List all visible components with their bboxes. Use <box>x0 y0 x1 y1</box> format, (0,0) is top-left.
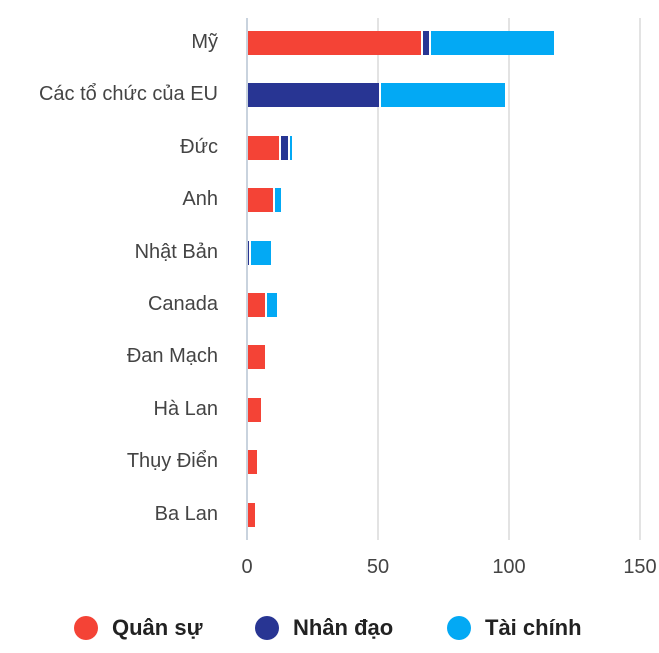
bar-segment[interactable] <box>431 31 554 55</box>
legend-item-nhan-dao[interactable]: Nhân đạo <box>255 615 393 641</box>
bar-segment[interactable] <box>248 83 380 108</box>
gridline <box>639 18 641 540</box>
bar-segment[interactable] <box>248 31 422 55</box>
bar-segment[interactable] <box>289 135 292 160</box>
gridline <box>246 18 248 540</box>
bar-segment[interactable] <box>267 293 278 317</box>
category-label: Đức <box>180 135 218 158</box>
bar-segment[interactable] <box>381 83 506 108</box>
bar-segment[interactable] <box>248 240 249 265</box>
x-tick-label: 50 <box>366 556 390 578</box>
category-label: Nhật Bản <box>134 240 218 263</box>
legend-label: Tài chính <box>485 615 582 640</box>
x-tick-label: 150 <box>623 556 657 578</box>
x-tick-label: 100 <box>492 556 526 578</box>
cyan-dot-icon <box>447 616 471 640</box>
bar-segment[interactable] <box>248 397 262 422</box>
legend-label: Quân sự <box>112 615 203 640</box>
category-label: Hà Lan <box>153 397 219 420</box>
navy-dot-icon <box>255 616 279 640</box>
bar-segment[interactable] <box>248 450 257 475</box>
bar-segment[interactable] <box>281 135 288 160</box>
gridline <box>508 18 510 540</box>
bar-segment[interactable] <box>250 240 272 265</box>
category-label: Các tổ chức của EU <box>38 83 218 106</box>
category-label: Anh <box>182 188 218 211</box>
gridline <box>377 18 379 540</box>
bar-segment[interactable] <box>248 502 255 527</box>
category-label: Đan Mạch <box>126 345 218 368</box>
category-label: Ba Lan <box>154 502 218 525</box>
category-label: Mỹ <box>191 31 218 53</box>
category-label: Canada <box>147 293 218 315</box>
bar-segment[interactable] <box>248 345 265 370</box>
category-label: Thụy Điển <box>126 450 218 473</box>
bar-segment[interactable] <box>248 188 273 213</box>
red-dot-icon <box>74 616 98 640</box>
bar-segment[interactable] <box>274 188 282 213</box>
bar-segment[interactable] <box>423 31 430 55</box>
bar-segment[interactable] <box>248 135 279 160</box>
legend-item-tai-chinh[interactable]: Tài chính <box>447 615 582 641</box>
legend-label: Nhân đạo <box>293 615 394 640</box>
x-tick-label: 0 <box>241 556 253 578</box>
legend-item-quan-su[interactable]: Quân sự <box>74 615 203 641</box>
bar-segment[interactable] <box>248 293 266 317</box>
